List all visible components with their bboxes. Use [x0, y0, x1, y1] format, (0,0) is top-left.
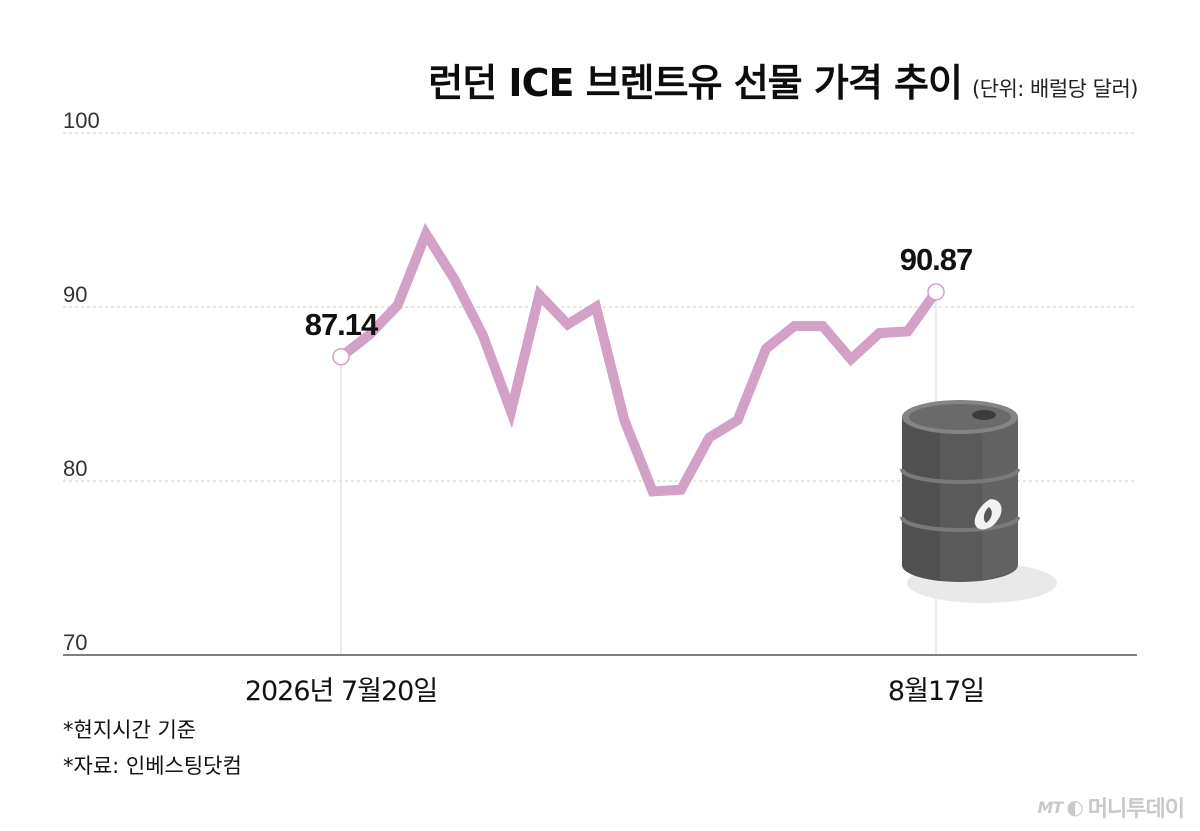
y-tick-label: 90 — [63, 282, 87, 307]
data-labels: 87.14 90.87 — [305, 242, 974, 342]
brand-name: 머니투데이 — [1087, 797, 1185, 822]
chart-unit: (단위: 배럴당 달러) — [971, 77, 1139, 101]
note-source: *자료: 인베스팅닷컴 — [63, 754, 242, 778]
end-markers — [332, 283, 945, 366]
point-marker — [332, 348, 350, 366]
data-label: 90.87 — [900, 242, 973, 277]
x-tick-label: 8월17일 — [888, 676, 984, 707]
chart-header: 런던 ICE 브렌트유 선물 가격 추이 (단위: 배럴당 달러) — [428, 52, 1138, 107]
swoosh-icon: ◐ — [1066, 795, 1084, 819]
y-axis-labels: 70 80 90 100 — [63, 108, 100, 655]
x-tick-label: 2026년 7월20일 — [245, 676, 437, 707]
footnotes: *현지시간 기준 *자료: 인베스팅닷컴 — [63, 712, 242, 784]
brand-mark: MT — [1037, 797, 1064, 817]
data-label: 87.14 — [305, 307, 379, 342]
series-line — [337, 222, 941, 497]
y-tick-label: 80 — [63, 456, 87, 481]
point-marker — [927, 283, 945, 301]
marker-guides — [340, 291, 937, 655]
oil-barrel-icon — [900, 400, 1057, 603]
brand-logo: MT ◐ 머니투데이 — [1037, 791, 1186, 823]
chart-title: 런던 ICE 브렌트유 선물 가격 추이 — [428, 61, 963, 105]
note-time: *현지시간 기준 — [63, 718, 197, 742]
y-tick-label: 70 — [63, 630, 87, 655]
y-tick-label: 100 — [63, 108, 100, 133]
x-axis-labels: 2026년 7월20일 8월17일 — [245, 676, 985, 707]
